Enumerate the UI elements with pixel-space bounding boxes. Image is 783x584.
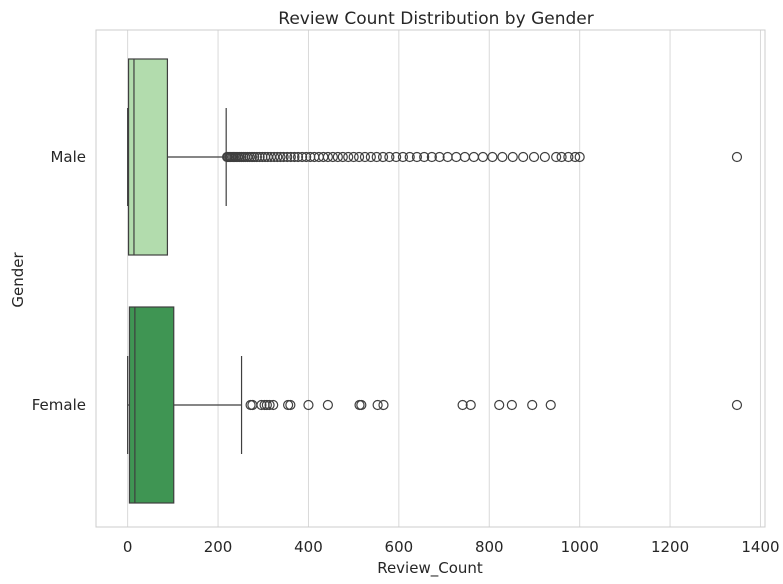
iqr-box	[128, 306, 175, 504]
outlier-point	[297, 151, 308, 163]
axis-ticks: 0 200 400 600 800 1000 1200 1400 Male Female	[32, 148, 780, 556]
y-axis-label: Gender	[9, 252, 27, 308]
outlier-point	[419, 151, 430, 163]
plot-frame	[95, 29, 766, 528]
outlier-point	[283, 399, 294, 411]
y-tick-label: Male	[50, 148, 86, 166]
outlier-point	[272, 151, 283, 163]
outlier-point	[451, 151, 462, 163]
outlier-point	[426, 151, 437, 163]
outlier-point	[337, 151, 348, 163]
outlier-point	[285, 399, 296, 411]
outlier-point	[356, 399, 367, 411]
outlier-point	[261, 399, 272, 411]
outlier-point	[275, 151, 286, 163]
outlier-point	[332, 151, 343, 163]
iqr-box	[127, 58, 169, 256]
outlier-point	[303, 399, 314, 411]
outlier-point	[731, 151, 743, 163]
outlier-point	[391, 151, 402, 163]
outlier-point	[322, 151, 333, 163]
outlier-point	[348, 151, 359, 163]
outlier-point	[487, 151, 498, 163]
outlier-point	[563, 151, 574, 163]
outlier-point	[378, 399, 389, 411]
outlier-point	[494, 399, 505, 411]
outlier-point	[459, 151, 470, 163]
outlier-point	[278, 151, 289, 163]
outlier-point	[289, 151, 300, 163]
outlier-point	[457, 399, 468, 411]
outlier-point	[507, 151, 518, 163]
outlier-point	[518, 151, 529, 163]
outlier-point	[292, 151, 304, 163]
outlier-point	[570, 151, 581, 163]
outlier-point	[264, 399, 275, 411]
outlier-point	[411, 151, 423, 163]
outlier-point	[545, 399, 556, 411]
outlier-point	[731, 399, 743, 411]
chart-title: Review Count Distribution by Gender	[278, 9, 593, 29]
x-tick-label: 400	[294, 538, 323, 556]
outlier-point	[574, 151, 585, 163]
box-series	[127, 58, 743, 504]
outlier-point	[251, 151, 263, 163]
outlier-point	[551, 151, 562, 163]
x-tick-label: 1400	[741, 538, 779, 556]
outlier-point	[539, 151, 550, 163]
x-tick-label: 1000	[561, 538, 599, 556]
outlier-point	[384, 151, 395, 163]
outlier-point	[249, 151, 260, 163]
outlier-point	[268, 399, 279, 411]
outlier-point	[404, 151, 415, 163]
outlier-point	[434, 151, 445, 163]
outlier-point	[327, 151, 338, 163]
outlier-point	[343, 151, 354, 163]
outlier-point	[365, 151, 376, 163]
x-tick-label: 200	[204, 538, 233, 556]
outlier-point	[377, 151, 389, 163]
outlier-point	[322, 399, 333, 411]
outlier-point	[477, 151, 489, 163]
outlier-point	[282, 151, 293, 163]
outlier-point	[256, 399, 267, 411]
x-tick-label: 0	[123, 538, 133, 556]
outlier-point	[468, 151, 479, 163]
outlier-point	[353, 151, 365, 163]
outlier-point	[285, 151, 296, 163]
outlier-point	[528, 151, 540, 163]
outlier-point	[506, 399, 517, 411]
outlier-point	[465, 399, 476, 411]
x-axis-label: Review_Count	[377, 559, 483, 578]
box-female	[127, 306, 743, 504]
y-tick-label: Female	[32, 396, 86, 414]
x-tick-label: 1200	[651, 538, 689, 556]
outlier-point	[372, 399, 383, 411]
box-male	[127, 58, 743, 256]
outlier-point	[254, 151, 265, 163]
outlier-point	[556, 151, 567, 163]
outlier-point	[359, 151, 371, 163]
outlier-point	[397, 151, 409, 163]
outlier-point	[497, 151, 508, 163]
grid-lines	[127, 30, 761, 527]
outlier-point	[527, 399, 538, 411]
outlier-point	[371, 151, 382, 163]
x-tick-label: 600	[385, 538, 414, 556]
outlier-point	[301, 151, 312, 163]
x-tick-label: 800	[475, 538, 504, 556]
